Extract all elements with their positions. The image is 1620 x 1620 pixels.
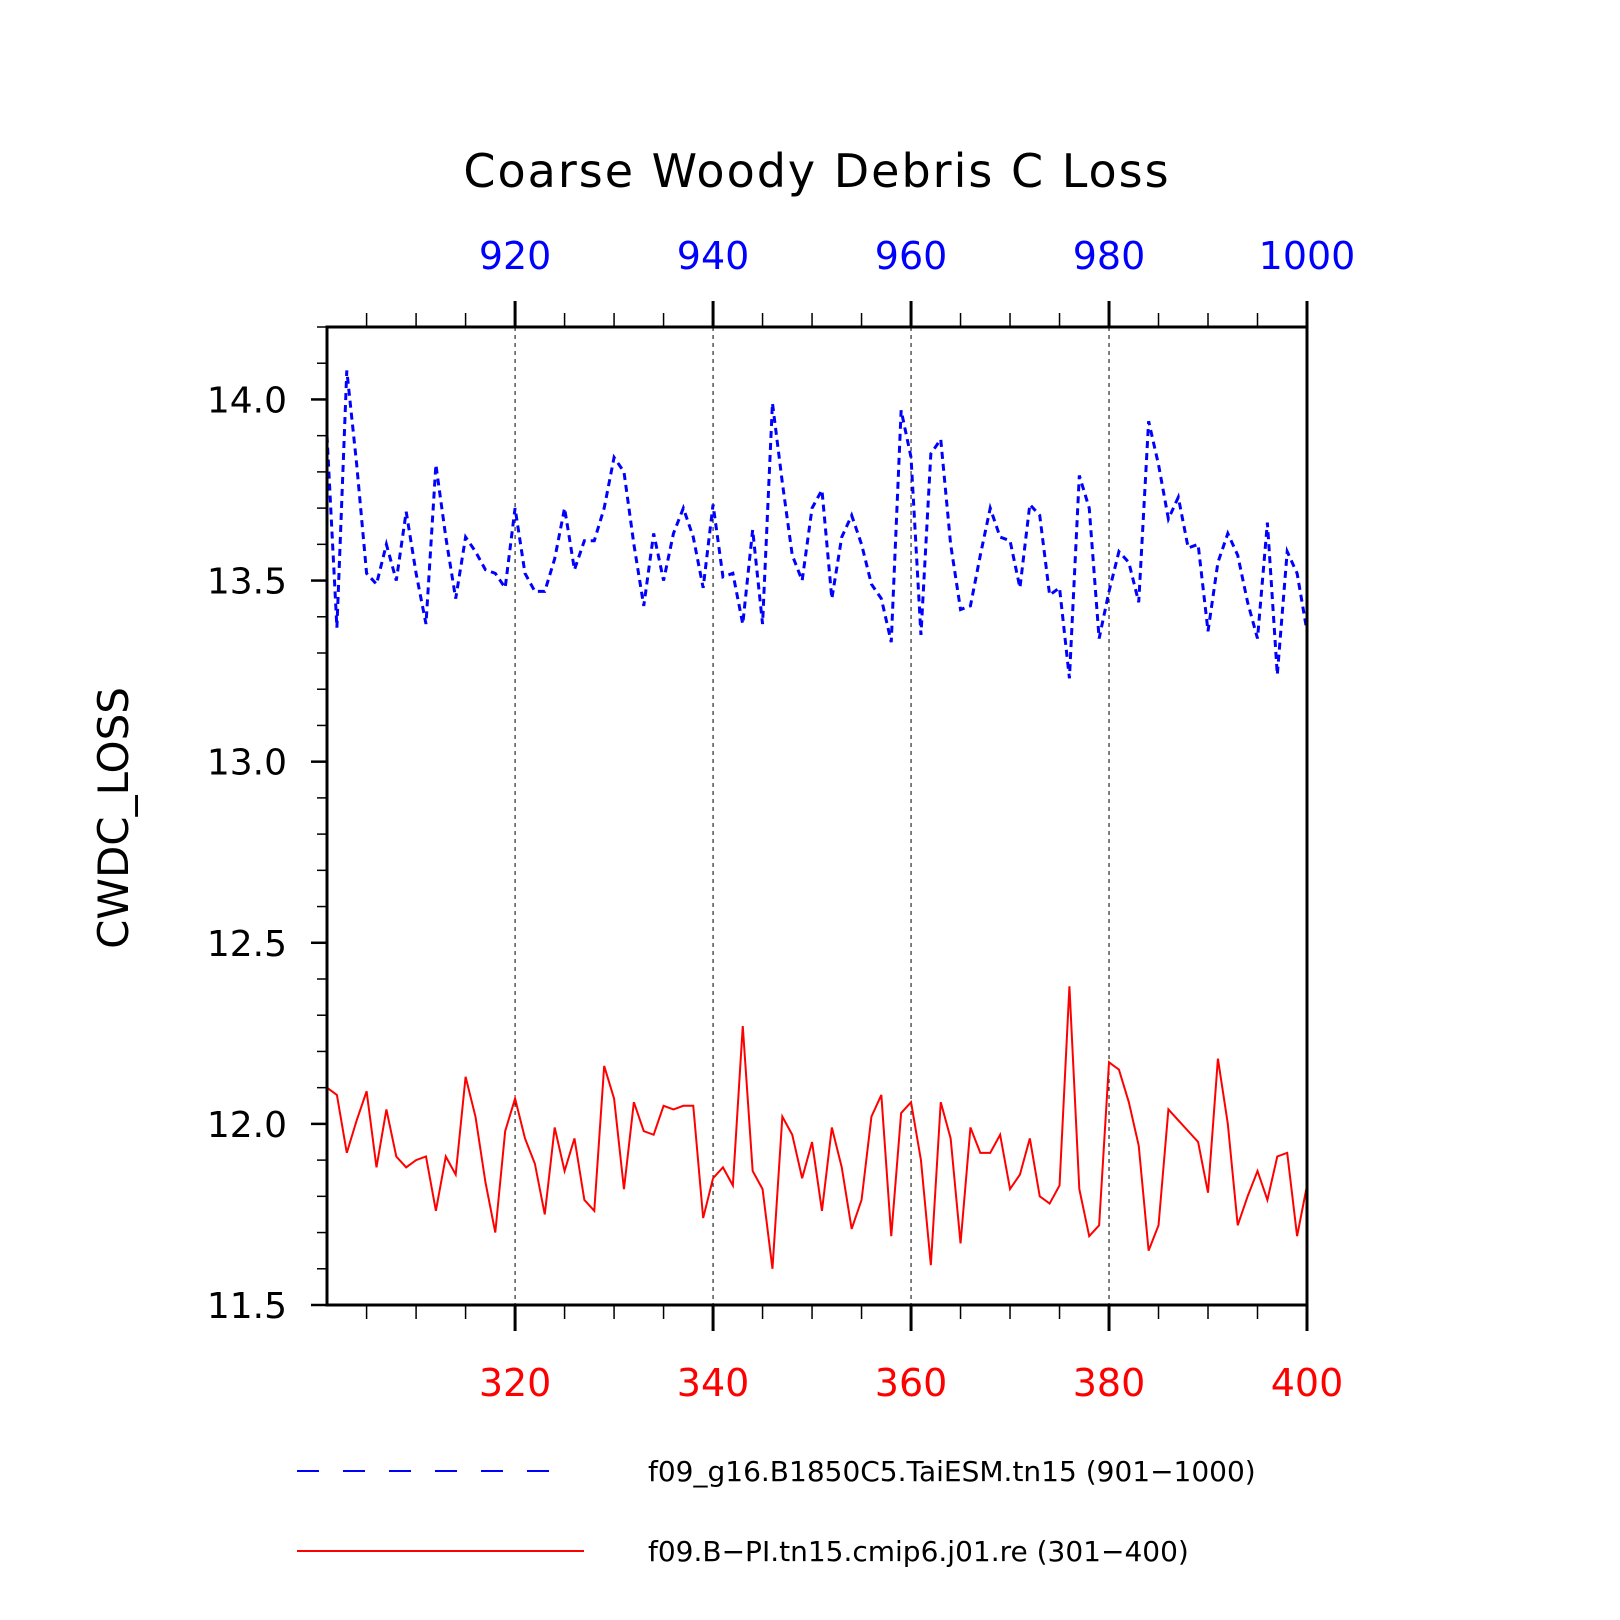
top-tick-label: 980	[1073, 234, 1146, 278]
bottom-x-axis: 320 340 360 380 400	[365, 1305, 1344, 1405]
y-tick-label: 12.5	[207, 924, 287, 965]
series-layer	[325, 370, 1309, 1269]
minor-ticks	[317, 326, 327, 1270]
top-tick-label: 920	[479, 234, 552, 278]
y-tick-label: 13.0	[207, 743, 287, 784]
legend-label-bottom-series: f09.B−PI.tn15.cmip6.j01.re (301−400)	[648, 1535, 1189, 1568]
legend: f09_g16.B1850C5.TaiESM.tn15 (901−1000) f…	[297, 1455, 1256, 1568]
bottom-tick-label: 400	[1271, 1361, 1344, 1405]
y-tick-label: 14.0	[207, 380, 287, 421]
series-line-top	[325, 370, 1309, 679]
y-tick-label: 11.5	[207, 1286, 287, 1327]
top-x-axis: 920 940 960 980 1000	[365, 234, 1356, 327]
top-tick-label: 960	[875, 234, 948, 278]
y-axis-label: CWDC_LOSS	[89, 687, 138, 949]
vertical-gridlines	[514, 327, 1110, 1305]
series-line-bottom	[326, 986, 1308, 1269]
y-axis: 11.5 12.0 12.5 13.0 13.5 14.0	[207, 380, 327, 1327]
chart-title: Coarse Woody Debris C Loss	[463, 144, 1170, 198]
top-tick-label: 1000	[1259, 234, 1356, 278]
top-tick-label: 940	[677, 234, 750, 278]
bottom-tick-label: 360	[875, 1361, 948, 1405]
bottom-tick-label: 380	[1073, 1361, 1146, 1405]
plot-frame	[325, 325, 1309, 1307]
y-tick-label: 13.5	[207, 562, 287, 603]
bottom-tick-label: 320	[479, 1361, 552, 1405]
bottom-tick-label: 340	[677, 1361, 750, 1405]
legend-label-top-series: f09_g16.B1850C5.TaiESM.tn15 (901−1000)	[648, 1455, 1256, 1488]
y-tick-label: 12.0	[207, 1105, 287, 1146]
